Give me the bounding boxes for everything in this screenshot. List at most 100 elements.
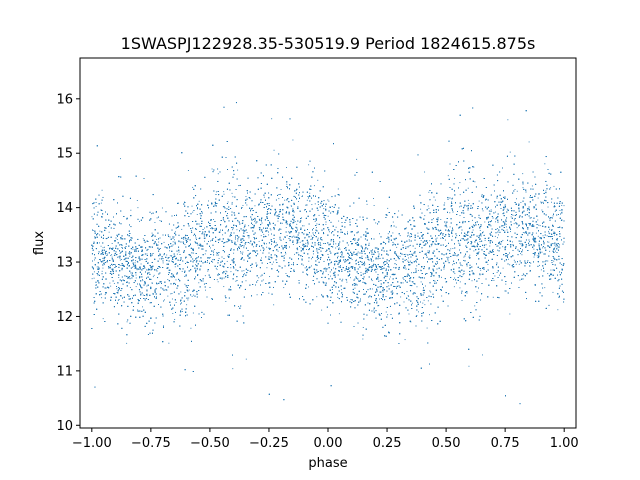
data-point xyxy=(283,255,285,257)
data-point xyxy=(561,210,563,212)
data-point xyxy=(484,239,486,241)
data-point xyxy=(313,185,315,187)
data-point xyxy=(355,252,357,254)
data-point xyxy=(101,216,103,218)
data-point xyxy=(502,246,504,248)
data-point xyxy=(432,227,434,229)
data-point xyxy=(549,228,551,230)
data-point xyxy=(334,262,336,264)
data-point xyxy=(118,277,120,278)
data-point xyxy=(283,238,285,240)
data-point xyxy=(213,250,215,252)
data-point xyxy=(523,274,525,276)
data-point xyxy=(373,309,375,311)
data-point xyxy=(269,223,271,225)
data-point xyxy=(555,246,557,248)
data-point xyxy=(529,232,531,234)
data-point xyxy=(168,269,170,271)
data-point xyxy=(246,204,248,206)
data-point xyxy=(240,285,242,287)
data-point xyxy=(354,293,355,294)
data-point xyxy=(222,206,224,208)
data-point xyxy=(441,276,442,278)
data-point xyxy=(190,327,192,329)
data-point xyxy=(504,230,506,232)
data-point xyxy=(174,318,176,320)
data-point xyxy=(454,273,456,275)
data-point xyxy=(441,295,443,297)
data-point xyxy=(331,289,333,290)
data-point xyxy=(190,230,192,231)
data-point xyxy=(358,244,360,246)
data-point xyxy=(137,207,139,209)
data-point xyxy=(251,266,253,268)
data-point xyxy=(521,254,523,256)
data-point xyxy=(312,246,314,247)
data-point xyxy=(110,255,112,257)
data-point xyxy=(94,236,96,238)
data-point xyxy=(468,203,470,205)
data-point xyxy=(352,291,354,293)
data-point xyxy=(258,227,260,229)
data-point xyxy=(454,253,456,255)
data-point xyxy=(506,208,508,210)
data-point xyxy=(394,239,396,241)
data-point xyxy=(454,177,455,179)
data-point xyxy=(257,280,259,282)
data-point xyxy=(302,264,304,266)
data-point xyxy=(478,200,480,202)
data-point xyxy=(314,203,316,205)
data-point xyxy=(474,181,476,183)
data-point xyxy=(392,221,394,223)
data-point xyxy=(245,280,247,282)
data-point xyxy=(103,264,105,266)
data-point xyxy=(446,252,448,254)
data-point xyxy=(452,247,454,249)
data-point xyxy=(449,212,451,214)
data-point xyxy=(94,259,95,261)
data-point xyxy=(184,283,186,285)
data-point xyxy=(375,222,377,224)
data-point xyxy=(371,280,373,282)
data-point xyxy=(518,263,520,265)
data-point xyxy=(467,242,468,244)
data-point xyxy=(493,279,495,281)
data-point xyxy=(340,289,342,291)
data-point xyxy=(340,265,341,267)
data-point xyxy=(204,227,206,229)
data-point xyxy=(101,189,103,191)
data-point xyxy=(448,256,450,258)
data-point xyxy=(379,233,380,235)
data-point xyxy=(294,221,296,222)
data-point xyxy=(154,222,156,223)
data-point xyxy=(239,245,241,247)
data-point xyxy=(480,269,482,271)
data-point xyxy=(424,285,426,287)
data-point xyxy=(204,253,206,255)
data-point xyxy=(368,268,370,270)
data-point xyxy=(417,232,419,234)
data-point xyxy=(482,210,484,212)
data-point xyxy=(172,238,174,239)
data-point xyxy=(402,261,404,262)
data-point xyxy=(187,299,189,301)
data-point xyxy=(408,295,410,297)
data-point xyxy=(104,294,106,296)
data-point xyxy=(119,259,121,261)
data-point xyxy=(163,241,165,243)
data-point xyxy=(527,260,529,262)
data-point xyxy=(395,226,397,228)
data-point xyxy=(297,239,299,241)
data-point xyxy=(101,297,103,299)
data-point xyxy=(195,241,196,243)
data-point xyxy=(561,204,563,206)
data-point xyxy=(268,234,270,236)
data-point xyxy=(531,185,533,187)
data-point xyxy=(405,253,407,255)
data-point xyxy=(280,228,282,230)
data-point xyxy=(253,246,255,248)
data-point xyxy=(200,245,202,247)
data-point xyxy=(473,166,475,168)
data-point xyxy=(175,279,177,281)
data-point xyxy=(290,205,292,207)
